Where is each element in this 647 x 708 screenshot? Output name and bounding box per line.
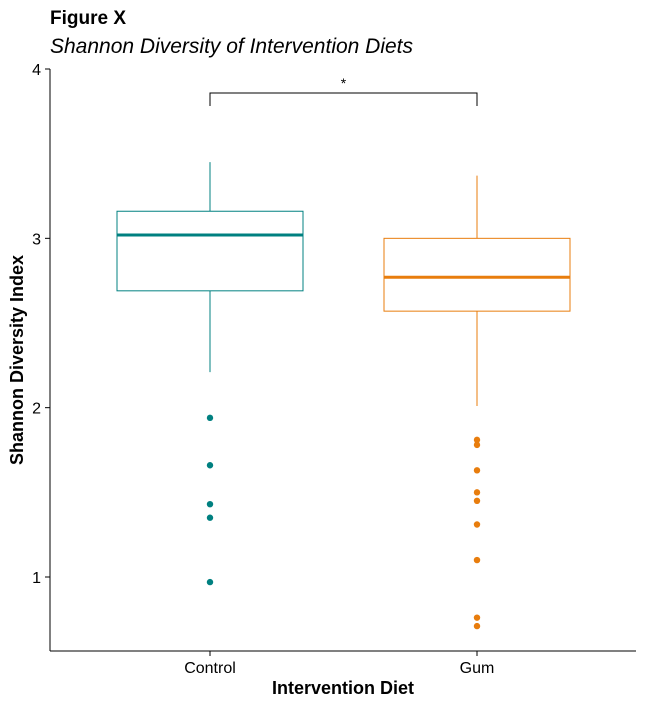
- y-tick-label: 1: [32, 570, 41, 587]
- outlier-point-gum: [473, 497, 481, 504]
- outlier-point-gum: [473, 467, 481, 474]
- x-tick-label: Gum: [460, 660, 495, 677]
- box-control: [116, 210, 304, 292]
- outlier-point-control: [206, 500, 214, 508]
- outlier-point-gum: [473, 436, 481, 444]
- outlier-point-control: [206, 578, 214, 586]
- outlier-point-gum: [473, 614, 481, 621]
- outlier-point-gum: [473, 622, 481, 630]
- outlier-point-control: [206, 462, 214, 469]
- significance-label: *: [341, 75, 347, 91]
- outlier-point-control: [206, 514, 214, 521]
- outlier-point-gum: [473, 556, 481, 564]
- figure-label: Figure X: [50, 8, 126, 29]
- y-tick-label: 3: [32, 231, 41, 248]
- box-gum: [383, 237, 571, 312]
- y-tick-label: 2: [32, 401, 41, 418]
- outlier-point-gum: [473, 489, 481, 496]
- outlier-point-gum: [473, 521, 481, 528]
- x-tick-label: Control: [184, 660, 236, 677]
- outlier-point-control: [206, 414, 214, 422]
- y-tick-label: 4: [32, 62, 41, 79]
- y-axis-title: Shannon Diversity Index: [7, 255, 27, 465]
- significance-bracket: [209, 92, 478, 106]
- chart-title: Shannon Diversity of Intervention Diets: [50, 35, 414, 58]
- plot-area: 1 2 3 4 Control Gum *: [32, 62, 636, 677]
- x-axis-title: Intervention Diet: [272, 678, 414, 698]
- outlier-point-gum: [473, 441, 481, 449]
